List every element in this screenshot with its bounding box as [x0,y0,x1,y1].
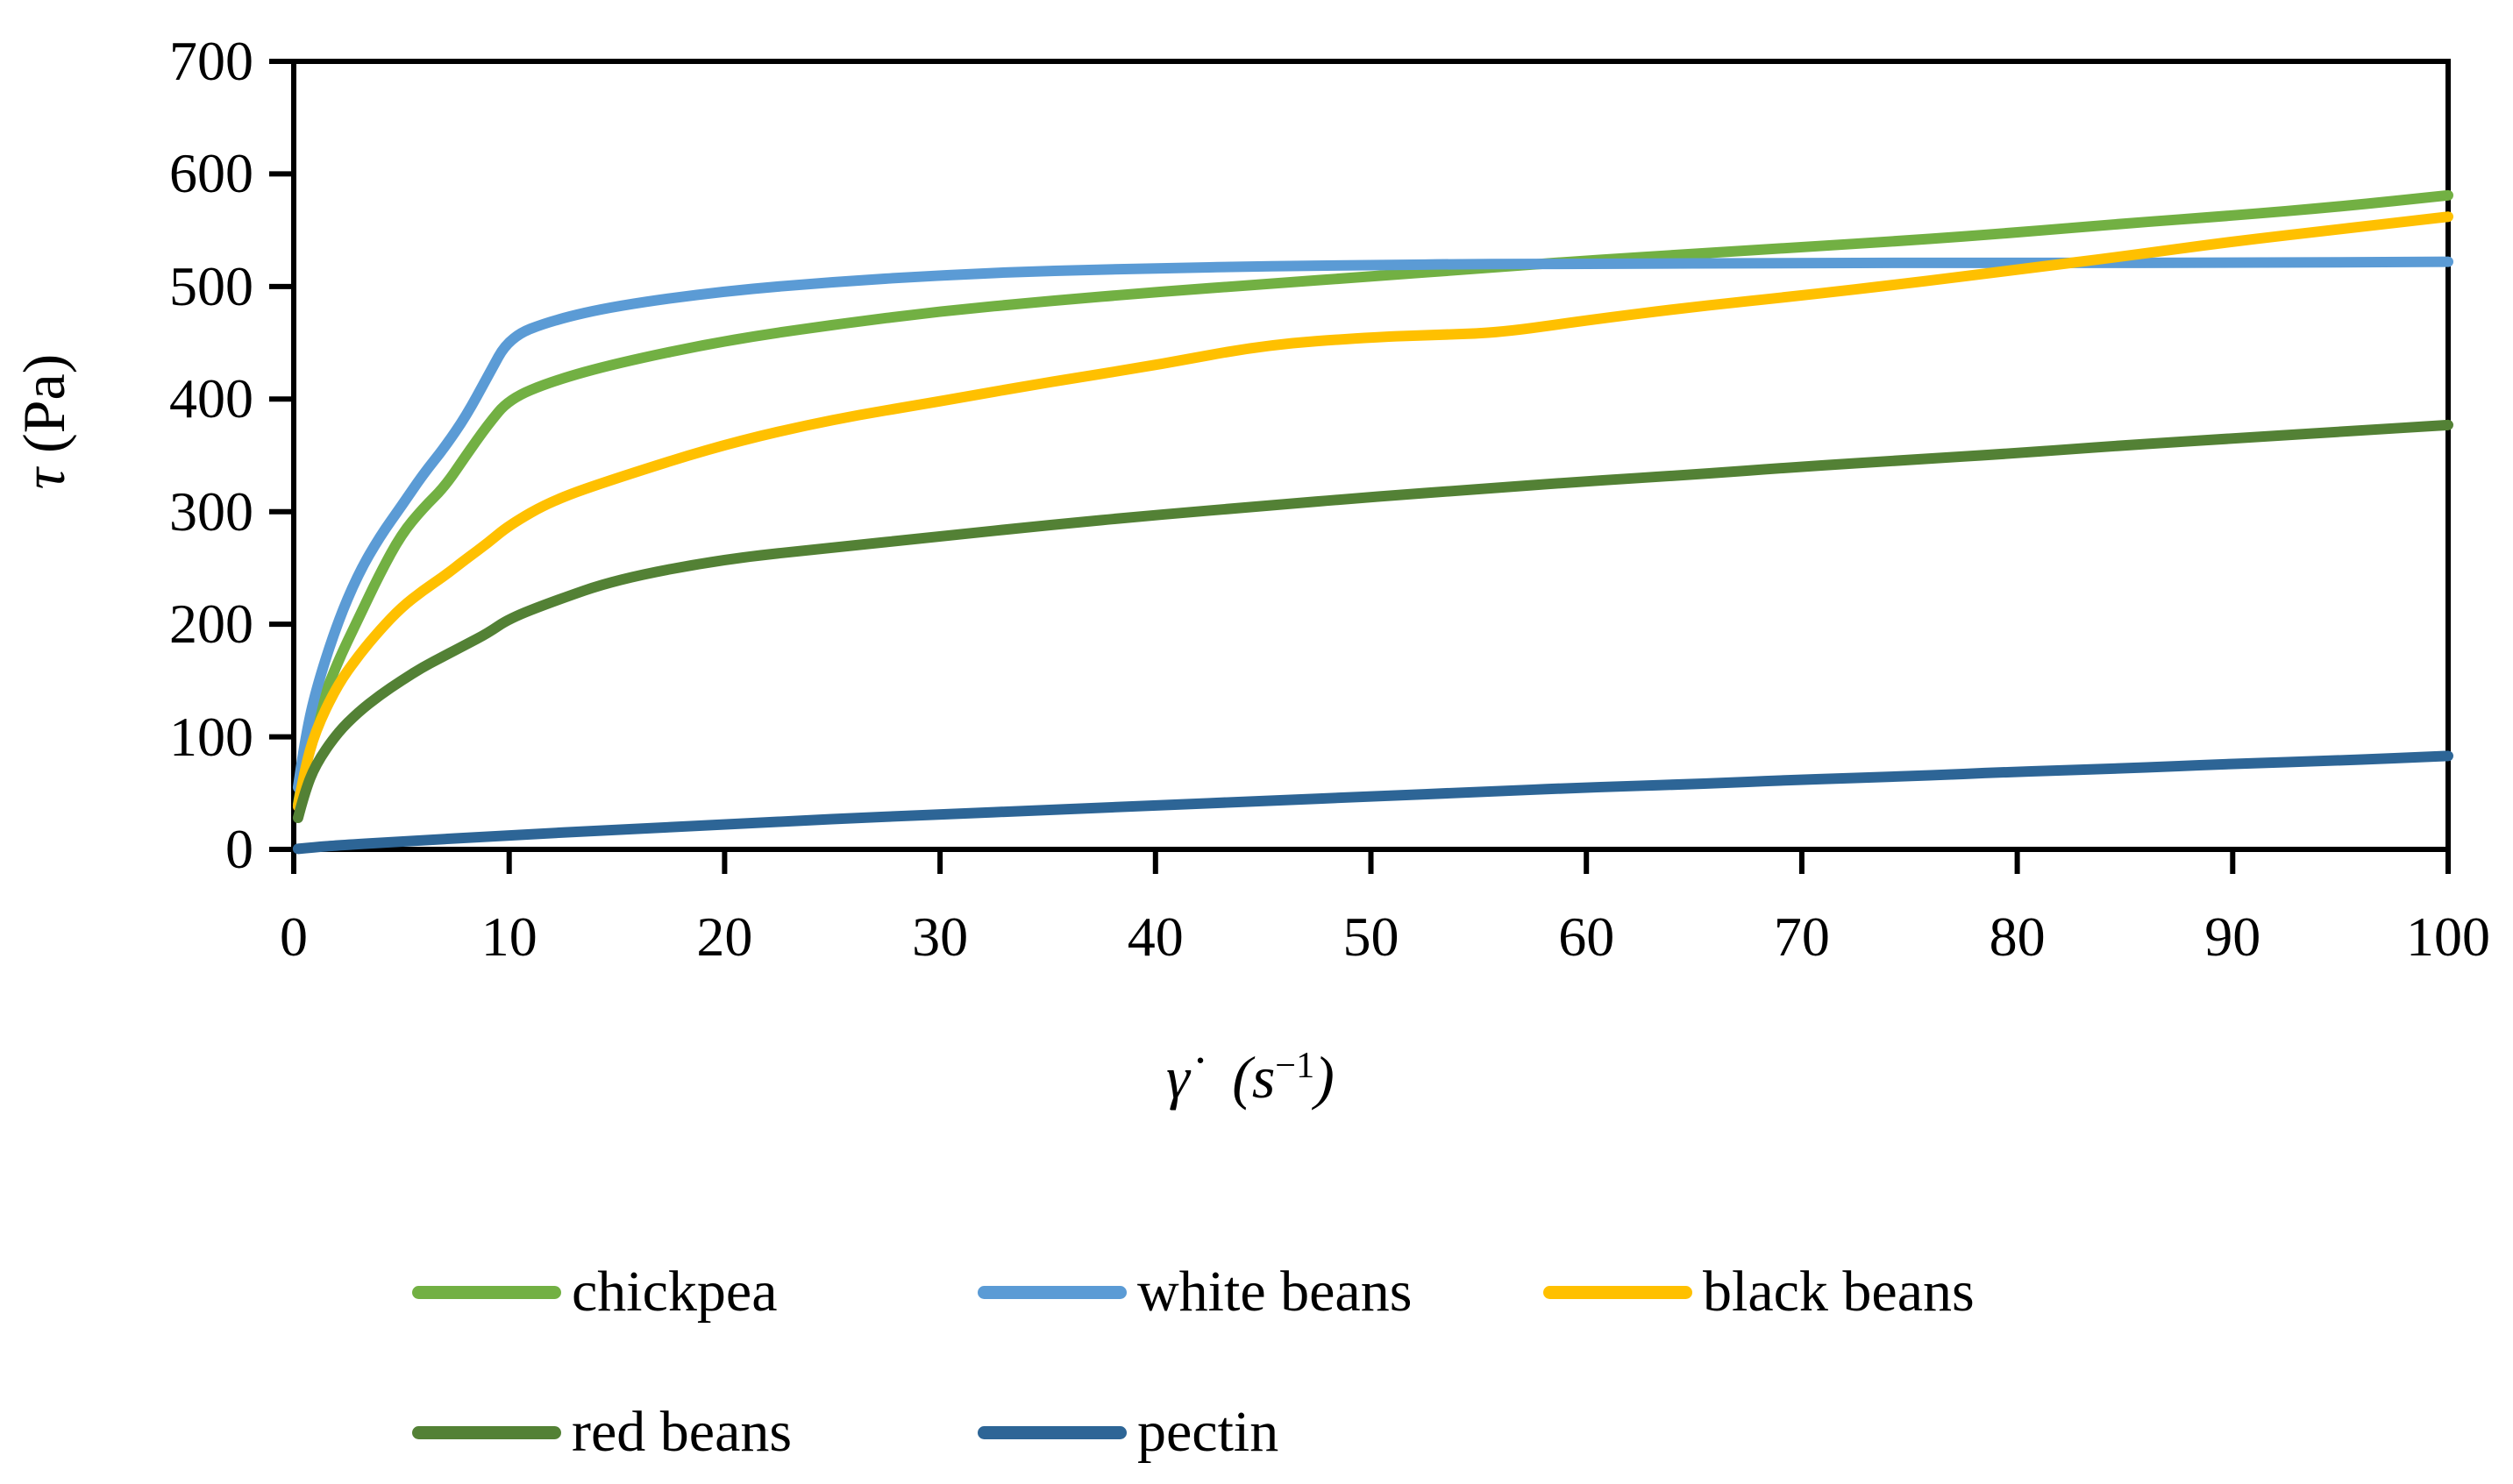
y-tick-label: 600 [169,142,253,205]
legend-label: pectin [1137,1400,1279,1464]
legend-item-white-beans: white beans [978,1255,1412,1329]
x-axis-unit-close: ) [1314,1044,1335,1111]
y-tick-label: 100 [169,705,253,768]
x-axis-title: γ˙ (s−1) [1166,1047,1335,1107]
legend-row: chickpea white beans black beans [0,1255,2513,1329]
y-tick-label: 400 [169,367,253,430]
legend-swatch-white-beans [978,1285,1127,1299]
tau-symbol: τ [11,467,77,490]
legend-label: red beans [572,1400,793,1464]
legend-swatch-chickpea [412,1285,561,1299]
series-line-white-beans [292,256,2453,793]
y-tick-label: 300 [169,479,253,543]
x-tick-label: 10 [481,905,537,968]
x-axis-unit-open: (s [1232,1044,1276,1111]
legend-label: chickpea [572,1260,778,1324]
legend-swatch-pectin [978,1425,1127,1439]
x-tick-label: 0 [280,905,308,968]
x-tick-label: 30 [912,905,969,968]
legend-item-red-beans: red beans [412,1395,792,1469]
legend-swatch-black-beans [1543,1285,1692,1299]
legend-item-black-beans: black beans [1543,1255,1975,1329]
y-tick-label: 0 [225,818,253,880]
x-tick-label: 90 [2204,905,2261,968]
y-tick-label: 500 [169,254,253,317]
legend-item-pectin: pectin [978,1395,1278,1469]
y-axis-title: τ (Pa) [11,246,77,597]
x-tick-label: 50 [1342,905,1399,968]
plot-frame [291,59,2451,852]
shear-rate-dot: ˙ [1191,1046,1210,1106]
series-line-chickpea [292,189,2453,810]
x-tick-label: 60 [1558,905,1615,968]
x-axis-unit-exponent: −1 [1275,1045,1315,1086]
y-tick-label: 700 [169,30,253,92]
legend-row: red beans pectin [0,1395,2513,1469]
x-tick-label: 100 [2406,905,2490,968]
x-tick-label: 20 [696,905,753,968]
series-line-pectin [292,750,2453,855]
legend-label: black beans [1703,1260,1975,1324]
gamma-symbol: γ [1166,1044,1190,1111]
legend-swatch-red-beans [412,1425,561,1439]
y-axis-unit: (Pa) [11,353,77,453]
series-line-red-beans [292,419,2453,824]
y-tick-label: 200 [169,593,253,656]
x-tick-label: 40 [1127,905,1184,968]
x-tick-label: 80 [1989,905,2046,968]
series-line-black-beans [292,211,2453,813]
legend-item-chickpea: chickpea [412,1255,778,1329]
x-tick-label: 70 [1773,905,1830,968]
legend-label: white beans [1137,1260,1413,1324]
